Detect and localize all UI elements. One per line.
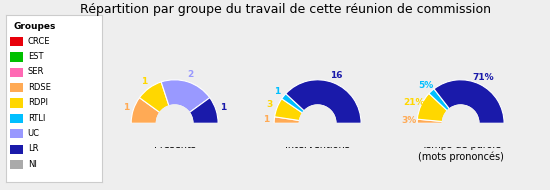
Wedge shape: [131, 98, 160, 123]
Text: SER: SER: [28, 67, 44, 76]
Text: RDPI: RDPI: [28, 98, 48, 107]
Circle shape: [442, 105, 479, 142]
Bar: [10, 83, 23, 92]
Wedge shape: [252, 123, 383, 188]
Bar: [10, 37, 23, 46]
Wedge shape: [161, 80, 210, 112]
Text: 71%: 71%: [472, 73, 494, 82]
Text: RTLI: RTLI: [28, 114, 45, 123]
Text: 1: 1: [141, 77, 147, 86]
Text: LR: LR: [28, 144, 38, 153]
Text: 1: 1: [263, 115, 270, 124]
Text: Interventions: Interventions: [285, 140, 350, 150]
Text: NI: NI: [28, 160, 36, 169]
Wedge shape: [109, 123, 240, 188]
Text: 1: 1: [221, 103, 227, 112]
Bar: [10, 98, 23, 108]
Wedge shape: [140, 82, 169, 112]
Wedge shape: [417, 93, 447, 122]
Circle shape: [156, 105, 193, 142]
Text: 3: 3: [267, 100, 273, 109]
Wedge shape: [429, 89, 449, 111]
Bar: [10, 68, 23, 77]
Text: EST: EST: [28, 52, 43, 61]
Text: Répartition par groupe du travail de cette réunion de commission: Répartition par groupe du travail de cet…: [80, 3, 492, 16]
Wedge shape: [286, 80, 361, 123]
Wedge shape: [282, 94, 304, 113]
Text: 5%: 5%: [419, 81, 434, 90]
Bar: [10, 145, 23, 154]
Bar: [10, 52, 23, 62]
Wedge shape: [417, 119, 442, 123]
Text: 3%: 3%: [402, 116, 417, 125]
Wedge shape: [434, 80, 504, 123]
Text: Présents: Présents: [153, 140, 196, 150]
Bar: [10, 160, 23, 169]
Wedge shape: [274, 99, 302, 120]
Text: CRCE: CRCE: [28, 37, 50, 46]
Text: 21%: 21%: [403, 98, 425, 107]
Text: 1: 1: [123, 103, 129, 112]
Text: 1: 1: [274, 87, 280, 96]
Bar: [10, 114, 23, 123]
Text: Groupes: Groupes: [13, 22, 56, 31]
Wedge shape: [189, 98, 218, 123]
Text: RDSE: RDSE: [28, 83, 51, 92]
Wedge shape: [395, 123, 526, 188]
Text: Temps de parole
(mots prononcés): Temps de parole (mots prononcés): [417, 140, 504, 162]
Circle shape: [299, 105, 336, 142]
Text: UC: UC: [28, 129, 40, 138]
Text: 2: 2: [188, 70, 194, 79]
Bar: [10, 129, 23, 139]
Text: 16: 16: [330, 71, 343, 80]
Wedge shape: [274, 117, 300, 123]
